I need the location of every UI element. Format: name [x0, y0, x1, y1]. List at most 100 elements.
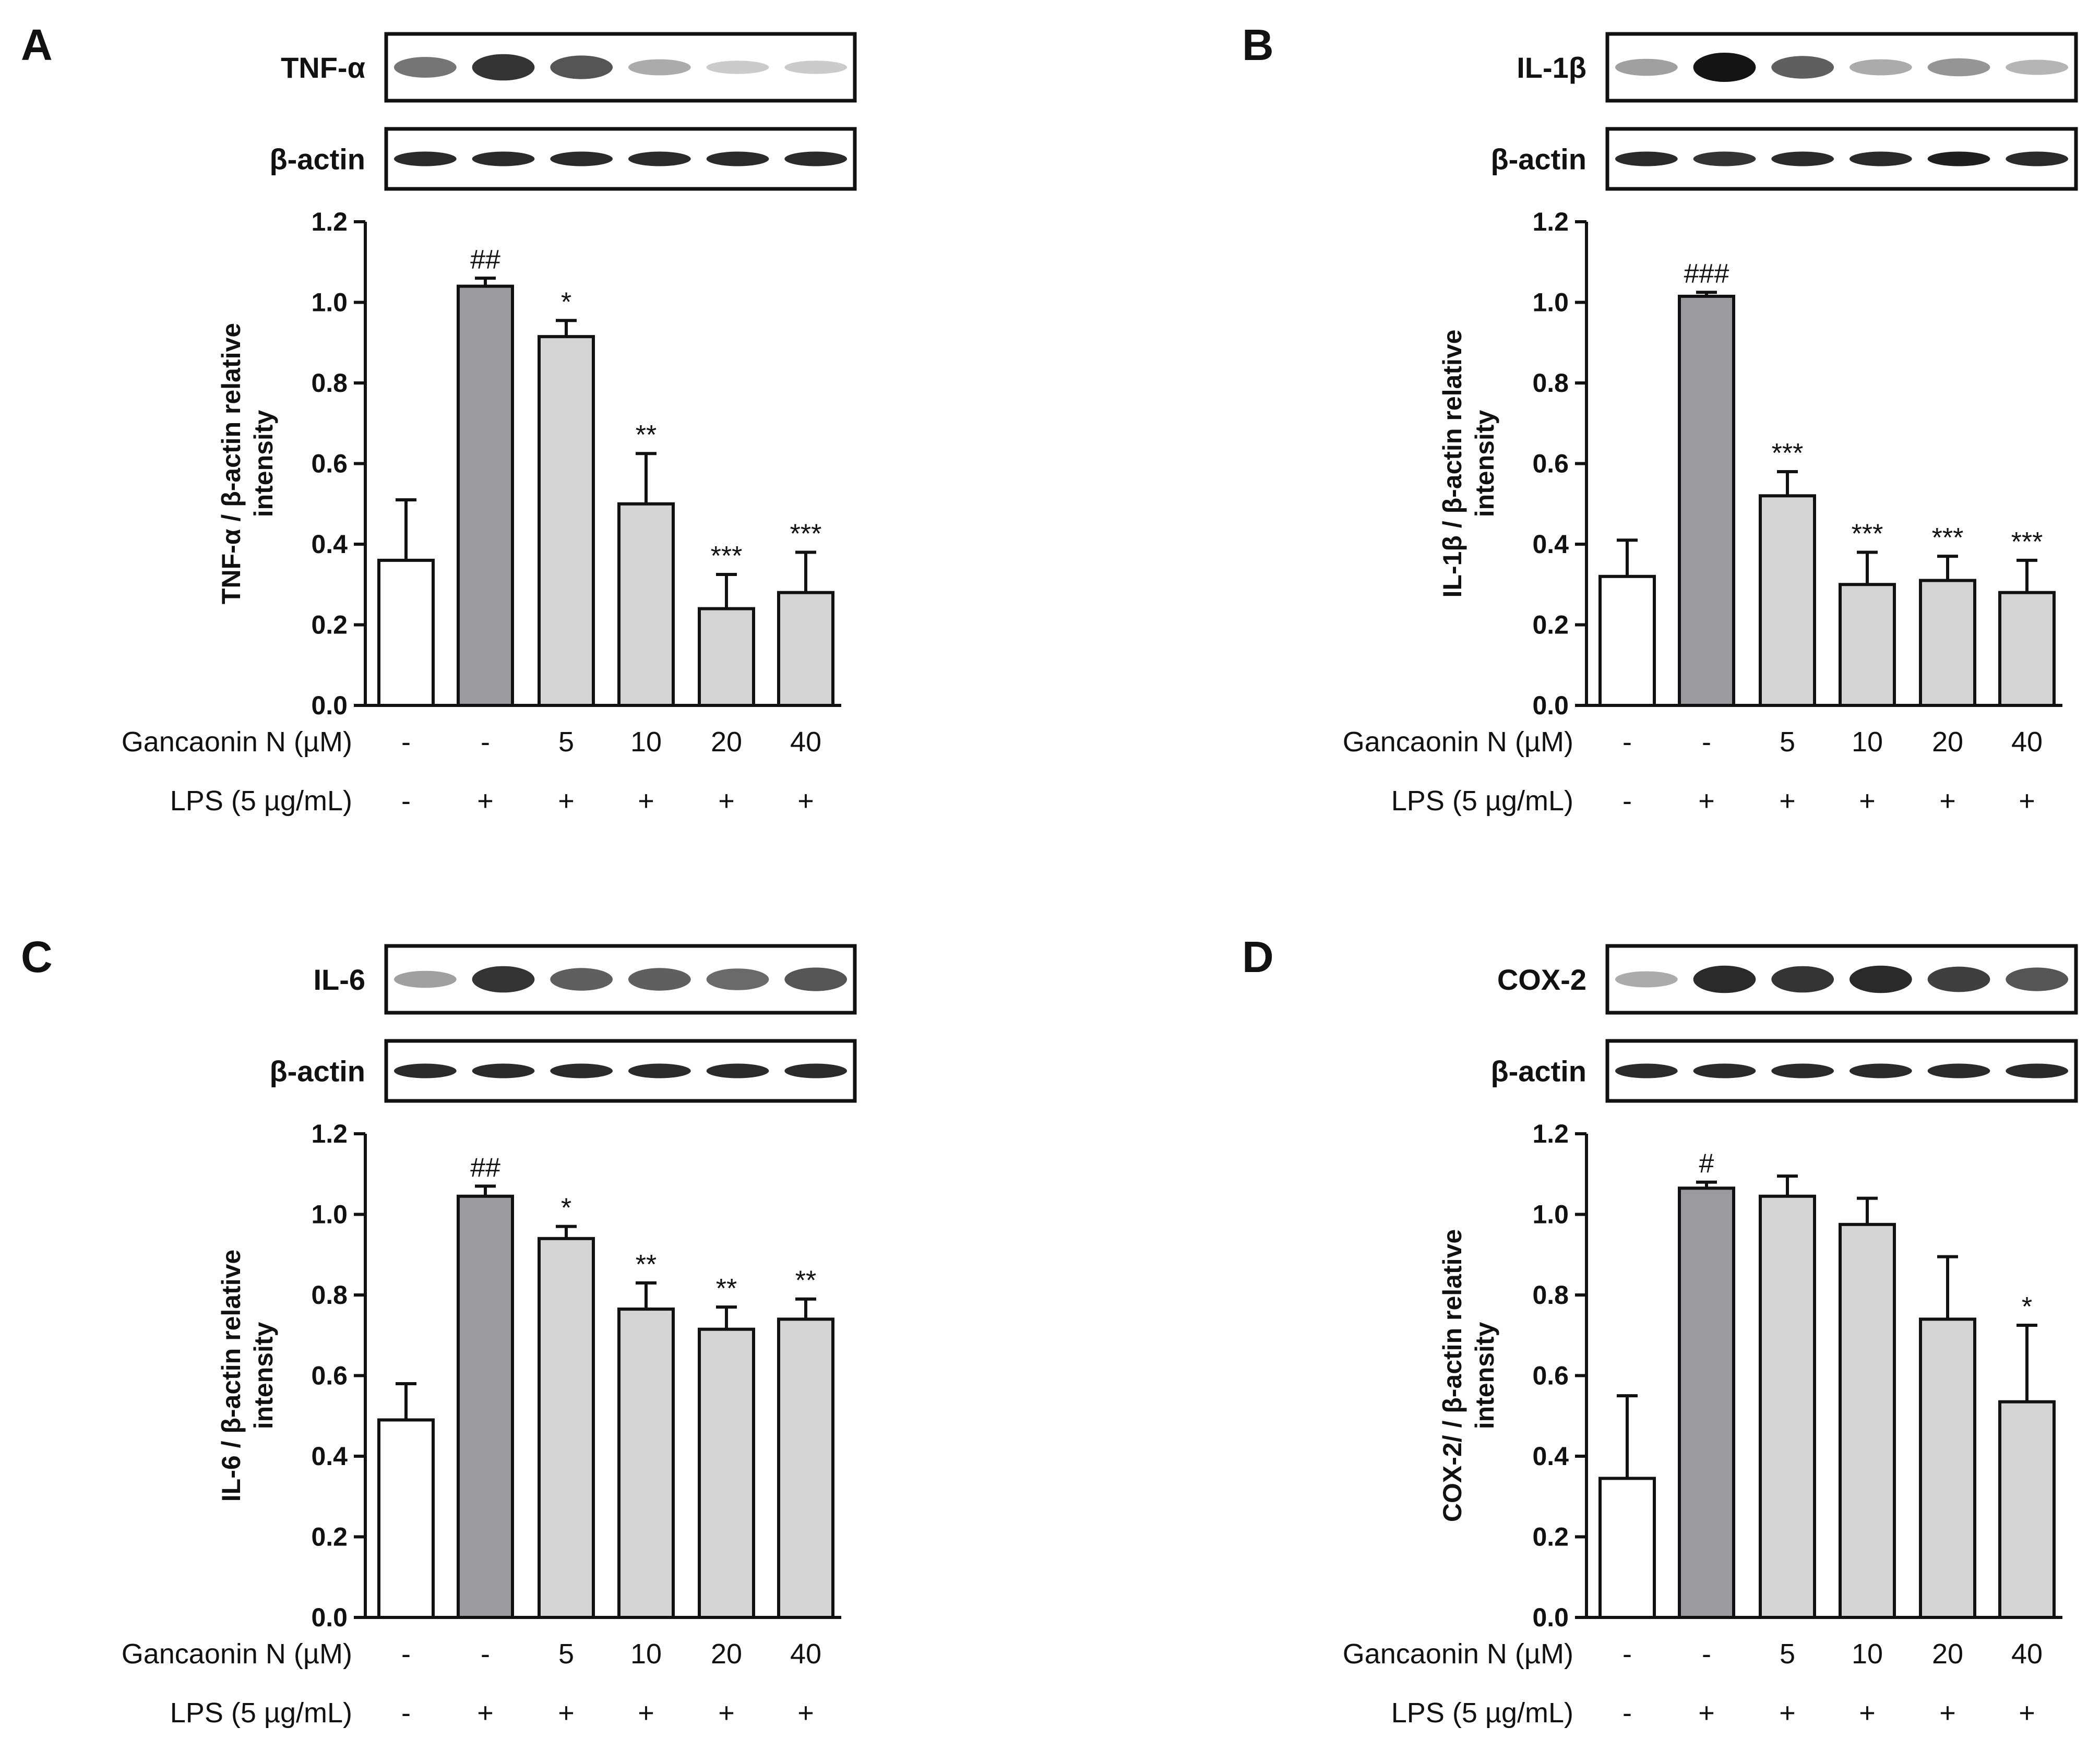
- blot-band: [1693, 1063, 1756, 1078]
- bar: [377, 558, 435, 707]
- panel-letter: A: [21, 20, 53, 69]
- blot-band: [1927, 58, 1990, 77]
- lps-value: -: [1622, 785, 1632, 817]
- blot-band: [1771, 56, 1834, 79]
- blot-band: [1849, 1063, 1912, 1078]
- gancaonin-value: 20: [1932, 726, 1963, 758]
- y-tick-label: 1.0: [311, 288, 348, 317]
- blot-frame-actin: [384, 1039, 857, 1103]
- significance-marker: ***: [1772, 438, 1804, 469]
- y-axis-label-line: COX-2/ / β-actin relative: [1438, 1229, 1467, 1522]
- bar: [777, 591, 834, 707]
- significance-marker: **: [636, 1250, 657, 1280]
- lps-value: +: [477, 1697, 494, 1729]
- gancaonin-value: 10: [630, 1638, 662, 1670]
- y-axis-label: TNF-α / β-actin relative intensity: [217, 323, 278, 604]
- lps-value: +: [797, 1697, 814, 1729]
- bar: [377, 1418, 435, 1619]
- blot-label-actin: β-actin: [1490, 143, 1586, 176]
- y-tick-label: 0.8: [1532, 1280, 1569, 1310]
- bar: [1919, 579, 1976, 707]
- significance-marker: #: [1699, 1149, 1714, 1179]
- lps-value: +: [2019, 785, 2035, 817]
- gancaonin-value: 20: [711, 726, 742, 758]
- y-tick-label: 0.4: [1532, 1442, 1569, 1471]
- y-tick-label: 0.6: [1532, 449, 1569, 478]
- gancaonin-label: Gancaonin N (µM): [122, 726, 352, 758]
- blot-band: [1927, 151, 1990, 166]
- lps-value: +: [718, 785, 735, 817]
- lps-label: LPS (5 µg/mL): [170, 1697, 352, 1729]
- blot-band: [2006, 59, 2069, 75]
- blot-band: [706, 61, 769, 74]
- gancaonin-value: 5: [558, 726, 574, 758]
- blot-frame-actin: [1605, 127, 2078, 191]
- blot-band: [1927, 966, 1990, 992]
- gancaonin-value: 40: [2011, 1638, 2043, 1670]
- lps-value: +: [638, 1697, 654, 1729]
- y-tick-label: 1.0: [1532, 1200, 1569, 1229]
- significance-marker: ***: [2011, 527, 2043, 557]
- blot-band: [1693, 151, 1756, 166]
- lps-value: +: [558, 785, 575, 817]
- bar: [457, 284, 514, 707]
- lps-value: +: [1698, 1697, 1715, 1729]
- y-axis-label-line: intensity: [249, 410, 278, 518]
- gancaonin-value: -: [1622, 1638, 1632, 1670]
- blot-band: [550, 1063, 613, 1078]
- gancaonin-value: -: [401, 726, 411, 758]
- panel-letter: D: [1242, 932, 1274, 981]
- blot-frame-target: [384, 944, 857, 1015]
- lps-value: +: [1939, 785, 1956, 817]
- blot-label-target: IL-6: [313, 963, 365, 996]
- blot-frame-target: [1605, 944, 2078, 1015]
- y-tick-label: 0.2: [1532, 610, 1569, 640]
- y-tick-label: 0.8: [1532, 368, 1569, 398]
- blot-band: [628, 151, 691, 166]
- gancaonin-value: 10: [1852, 726, 1883, 758]
- significance-marker: *: [561, 287, 571, 317]
- panel-letter: C: [21, 932, 53, 981]
- blot-band: [784, 967, 848, 991]
- bar: [457, 1194, 514, 1619]
- bar: [1678, 1186, 1735, 1619]
- panel-c: C IL-6 β-actin 0.0 0.2 0.4 0.6 0.8 1.0 1.2 IL-6 / …: [21, 932, 857, 1729]
- blot-band: [2006, 1063, 2069, 1078]
- gancaonin-value: -: [1622, 726, 1632, 758]
- bar: [538, 1237, 595, 1619]
- significance-marker: ***: [790, 519, 822, 549]
- bar: [1678, 294, 1735, 707]
- bar: [1919, 1317, 1976, 1619]
- gancaonin-value: 10: [1852, 1638, 1883, 1670]
- lps-label: LPS (5 µg/mL): [170, 785, 352, 817]
- y-axis-label: COX-2/ / β-actin relative intensity: [1438, 1229, 1499, 1522]
- y-tick-label: 1.2: [1532, 1119, 1569, 1148]
- blot-frame-target: [1605, 32, 2078, 103]
- panel-letter: B: [1242, 20, 1274, 69]
- blot-label-target: IL-1β: [1517, 51, 1586, 84]
- blot-band: [1615, 151, 1678, 166]
- blot-band: [1771, 966, 1834, 993]
- y-tick-label: 0.4: [311, 530, 348, 559]
- blot-band: [628, 968, 691, 991]
- blot-band: [1849, 59, 1912, 76]
- bar: [538, 335, 595, 707]
- y-tick-label: 0.4: [1532, 530, 1569, 559]
- significance-marker: ##: [470, 1153, 500, 1183]
- blot-band: [1693, 53, 1756, 82]
- significance-marker: ###: [1684, 259, 1729, 289]
- blot-band: [1615, 1063, 1678, 1078]
- blot-band: [550, 151, 613, 166]
- y-tick-label: 0.2: [311, 1522, 348, 1552]
- y-axis-label-line: intensity: [1470, 1322, 1499, 1430]
- gancaonin-value: -: [1702, 726, 1711, 758]
- blot-band: [393, 970, 457, 988]
- gancaonin-value: -: [401, 1638, 411, 1670]
- bar: [1839, 583, 1896, 707]
- y-axis-label-line: TNF-α / β-actin relative: [217, 323, 246, 604]
- bar: [1998, 591, 2056, 707]
- lps-value: +: [1939, 1697, 1956, 1729]
- gancaonin-value: 10: [630, 726, 662, 758]
- bar: [777, 1317, 834, 1619]
- bar: [1759, 494, 1816, 707]
